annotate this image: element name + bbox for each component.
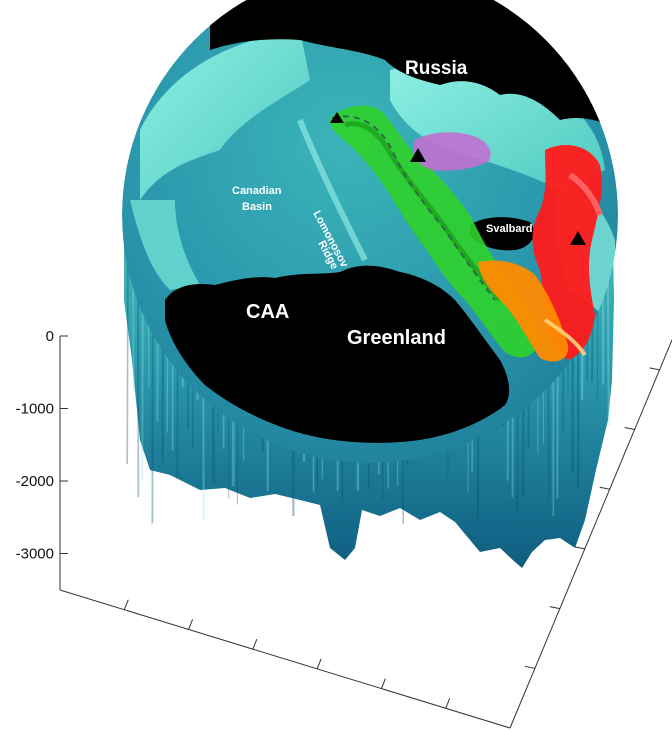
x-axis-ticks bbox=[123, 599, 451, 709]
orange-plume bbox=[478, 260, 569, 362]
label-russia: Russia bbox=[405, 58, 468, 79]
label-greenland: Greenland bbox=[347, 327, 446, 349]
dashed-section-path bbox=[331, 115, 496, 301]
y-tick-mark bbox=[649, 367, 660, 371]
chukchi-shelf bbox=[140, 30, 310, 200]
x-tick-mark bbox=[445, 698, 451, 709]
wall-streak bbox=[606, 275, 610, 426]
y-tick-mark bbox=[624, 427, 635, 431]
orange-highlight bbox=[543, 318, 587, 357]
x-tick-mark bbox=[316, 658, 322, 670]
x-tick-mark bbox=[252, 638, 258, 650]
axes-frame bbox=[59, 336, 672, 729]
violet-plume bbox=[413, 132, 491, 171]
label-canadian-basin-2: Basin bbox=[242, 201, 272, 213]
svalbard-land bbox=[470, 217, 535, 251]
triangle-marker-icon bbox=[410, 148, 426, 162]
x-tick-mark bbox=[380, 678, 386, 689]
z-tick-label: -3000 bbox=[16, 546, 54, 563]
beaufort-shelf bbox=[130, 200, 200, 290]
green-plume bbox=[329, 105, 540, 358]
lomonosov-ridge bbox=[297, 118, 368, 262]
red-streak bbox=[568, 172, 603, 217]
y-tick-mark bbox=[599, 486, 610, 490]
y-axis-ticks bbox=[524, 367, 660, 669]
greenland-caa-land bbox=[165, 265, 510, 443]
green-plume-core bbox=[344, 121, 502, 302]
z-tick-label: -2000 bbox=[16, 473, 54, 490]
triangle-marker-icon bbox=[570, 231, 586, 245]
label-canadian-basin-1: Canadian bbox=[232, 185, 282, 197]
y-tick-mark bbox=[524, 665, 536, 669]
y-tick-mark bbox=[574, 546, 585, 550]
x-tick-mark bbox=[123, 599, 129, 610]
water-mass-plumes bbox=[329, 105, 603, 362]
y-tick-mark bbox=[549, 606, 560, 610]
wall-streak bbox=[126, 239, 129, 465]
z-axis-ticks: 0 -1000 -2000 -3000 bbox=[16, 328, 68, 563]
ocean-disk bbox=[122, 0, 618, 463]
x-tick-mark bbox=[188, 619, 194, 630]
label-svalbard: Svalbard bbox=[486, 223, 532, 235]
z-tick-label: 0 bbox=[46, 328, 54, 345]
z-tick-label: -1000 bbox=[16, 401, 54, 418]
triangle-marker-icon bbox=[330, 112, 344, 123]
label-caa: CAA bbox=[246, 301, 289, 323]
y-axis-line bbox=[509, 339, 672, 729]
x-axis-line bbox=[59, 589, 511, 729]
